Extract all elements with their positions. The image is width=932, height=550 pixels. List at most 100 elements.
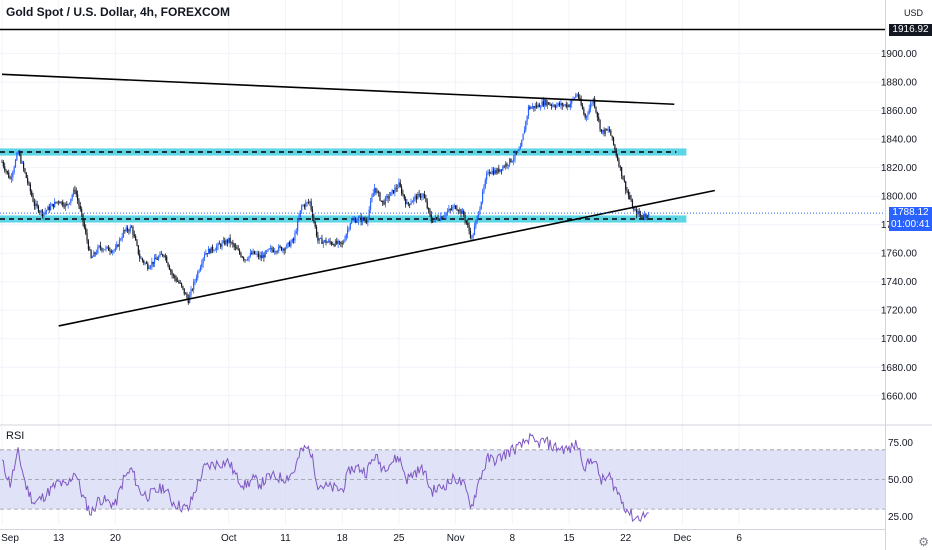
candle-body <box>604 128 607 134</box>
candle-body <box>166 256 168 263</box>
candle-body <box>455 205 457 209</box>
candle-body <box>495 170 497 174</box>
gear-icon[interactable]: ⚙ <box>918 535 929 549</box>
price-tick-label: 1720.00 <box>881 306 918 317</box>
candle-body <box>450 209 453 210</box>
candle-body <box>294 233 296 241</box>
candle-body <box>32 195 34 202</box>
candle-body <box>17 151 19 154</box>
candle-body <box>121 236 123 240</box>
candle-body <box>290 242 292 247</box>
candle-body <box>576 94 578 96</box>
candle-body <box>175 278 177 281</box>
candle-body <box>126 227 129 231</box>
candle-body <box>309 201 311 203</box>
candle-body <box>216 246 218 250</box>
candle-body <box>205 253 207 255</box>
candle-body <box>149 266 152 268</box>
candle-body <box>414 195 416 198</box>
candle-body <box>116 244 118 249</box>
candle-body <box>573 97 575 99</box>
candle-body <box>23 162 25 169</box>
candle-body <box>330 242 332 245</box>
candle-body <box>232 242 234 245</box>
candle-body <box>293 239 295 241</box>
candle-body <box>117 244 119 247</box>
candle-body <box>617 155 619 161</box>
time-tick-label: 18 <box>337 533 349 544</box>
candle-body <box>225 240 227 245</box>
candle-body <box>94 252 96 254</box>
candle-body <box>104 249 106 251</box>
chart-title: Gold Spot / U.S. Dollar, 4h, FOREXCOM <box>6 5 231 19</box>
candle-body <box>171 271 173 275</box>
candle-body <box>122 230 125 237</box>
candle-body <box>79 205 81 210</box>
candle-body <box>137 245 139 254</box>
candle-body <box>469 230 472 238</box>
candle-body <box>552 105 554 107</box>
candle-body <box>132 226 134 235</box>
candle-body <box>449 209 451 210</box>
candle-body <box>363 217 365 221</box>
candle-body <box>199 266 202 271</box>
candle-body <box>602 130 604 132</box>
candle-body <box>430 214 432 222</box>
candle-body <box>413 197 415 202</box>
currency-label[interactable]: USD <box>903 8 923 18</box>
candle-body <box>131 226 133 228</box>
candle-body <box>348 228 350 230</box>
candle-body <box>113 250 115 251</box>
candle-body <box>99 245 102 249</box>
candle-body <box>261 255 264 259</box>
candle-body <box>503 166 505 168</box>
candle-body <box>479 208 481 215</box>
time-tick-label: 22 <box>620 533 632 544</box>
candle-body <box>183 288 185 294</box>
candle-body <box>504 163 507 167</box>
candle-body <box>324 240 326 242</box>
candle-body <box>109 250 111 252</box>
candle-body <box>375 187 377 193</box>
candle-body <box>40 210 42 213</box>
candle-body <box>212 246 214 251</box>
candle-body <box>29 184 31 192</box>
price-tick-label: 1680.00 <box>881 363 918 374</box>
candle-body <box>118 239 121 247</box>
candle-body <box>6 171 8 173</box>
candle-body <box>45 210 48 212</box>
candle-body <box>140 258 142 260</box>
candle-body <box>139 253 141 259</box>
candle-body <box>58 201 60 203</box>
candle-body <box>276 251 278 253</box>
candle-body <box>266 251 268 252</box>
candle-body <box>248 256 250 260</box>
candle-body <box>98 245 100 248</box>
candle-body <box>151 261 153 267</box>
candle-body <box>310 201 312 210</box>
candle-body <box>510 158 512 162</box>
candle-body <box>33 201 35 207</box>
time-tick-label: 15 <box>563 533 575 544</box>
candle-body <box>63 205 65 208</box>
candle-body <box>82 213 84 223</box>
candle-body <box>194 280 196 282</box>
candle-body <box>567 104 569 107</box>
candle-body <box>623 179 625 182</box>
candle-body <box>85 227 87 233</box>
candle-body <box>434 217 436 220</box>
price-tick-label: 1700.00 <box>881 334 918 345</box>
candle-body <box>442 216 445 218</box>
candle-body <box>422 194 424 197</box>
candle-body <box>418 193 420 195</box>
candle-body <box>252 250 254 255</box>
candle-body <box>83 222 85 228</box>
candle-body <box>229 237 231 244</box>
candle-body <box>347 229 349 235</box>
candle-body <box>172 274 175 276</box>
candle-body <box>56 201 58 203</box>
rsi-indicator-label[interactable]: RSI <box>6 430 25 442</box>
candle-body <box>336 240 338 244</box>
candle-body <box>544 99 546 106</box>
